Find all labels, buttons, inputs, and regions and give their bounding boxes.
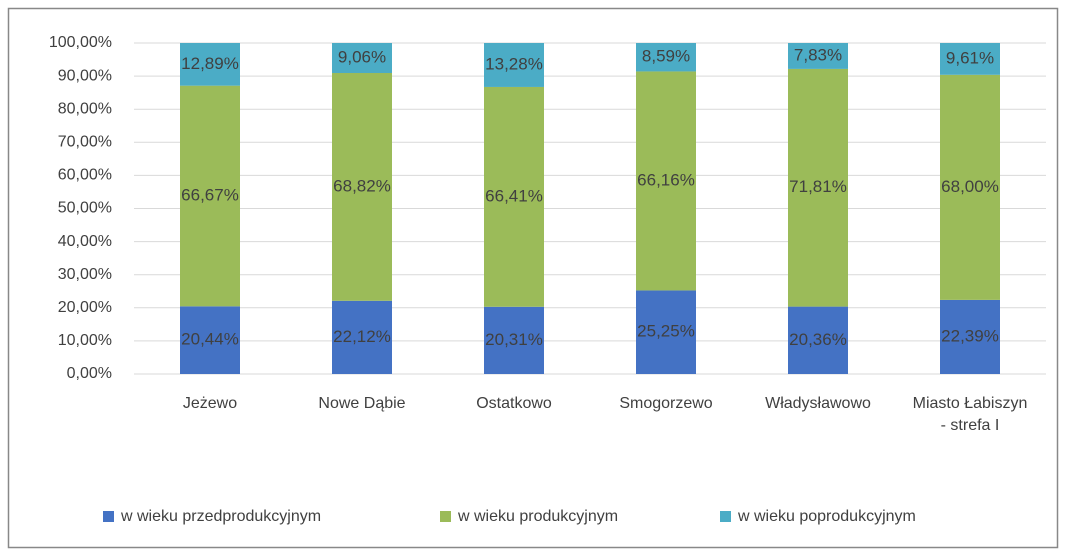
legend-marker <box>440 511 451 522</box>
legend-label: w wieku poprodukcyjnym <box>737 508 916 525</box>
data-label: 22,39% <box>941 326 999 345</box>
bar-segment <box>332 43 392 73</box>
bar-segment <box>180 43 240 86</box>
bar-segment <box>484 306 544 374</box>
data-label: 12,89% <box>181 54 239 73</box>
legend-marker <box>103 511 114 522</box>
bar-segment <box>940 299 1000 374</box>
x-tick-label: Jeżewo <box>182 395 238 412</box>
data-label: 68,00% <box>941 177 999 196</box>
bar-segment <box>788 306 848 374</box>
y-tick-label: 80,00% <box>58 100 112 117</box>
x-tick-label: Ostatkowo <box>476 395 552 412</box>
legend-label: w wieku przedprodukcyjnym <box>120 508 321 525</box>
y-tick-label: 100,00% <box>49 34 112 51</box>
data-label: 9,61% <box>946 48 994 67</box>
bar-segment <box>636 71 696 291</box>
data-label: 66,41% <box>485 186 543 205</box>
legend-label: w wieku produkcyjnym <box>457 508 618 525</box>
data-label: 25,25% <box>637 322 695 341</box>
data-label: 7,83% <box>794 45 842 64</box>
bar-segment <box>332 72 392 301</box>
data-label: 66,67% <box>181 185 239 204</box>
y-tick-label: 20,00% <box>58 299 112 316</box>
legend-marker <box>720 511 731 522</box>
bar-segment <box>788 68 848 307</box>
data-label: 9,06% <box>338 47 386 66</box>
bar-segment <box>180 306 240 374</box>
x-tick-label: Miasto Łabiszyn - strefa I <box>912 395 1028 434</box>
bar-segment <box>180 85 240 307</box>
data-label: 20,31% <box>485 330 543 349</box>
y-tick-label: 90,00% <box>58 67 112 84</box>
y-tick-label: 0,00% <box>67 365 112 382</box>
y-tick-label: 40,00% <box>58 233 112 250</box>
bar-segment <box>788 43 848 69</box>
bar-segment <box>636 43 696 72</box>
x-tick-label: Smogorzewo <box>619 395 713 412</box>
data-label: 68,82% <box>333 176 391 195</box>
y-tick-label: 70,00% <box>58 134 112 151</box>
bar-segment <box>636 290 696 374</box>
data-label: 13,28% <box>485 54 543 73</box>
y-tick-label: 30,00% <box>58 266 112 283</box>
data-label: 20,44% <box>181 330 239 349</box>
bar-segment <box>484 86 544 307</box>
bar-segment <box>484 43 544 87</box>
bar-segment <box>940 43 1000 75</box>
data-label: 71,81% <box>789 177 847 196</box>
y-tick-label: 10,00% <box>58 332 112 349</box>
data-label: 8,59% <box>642 47 690 66</box>
bar-segment <box>940 74 1000 300</box>
x-tick-label: Władysławowo <box>765 395 871 412</box>
y-tick-label: 50,00% <box>58 200 112 217</box>
data-label: 20,36% <box>789 330 847 349</box>
data-label: 22,12% <box>333 327 391 346</box>
x-tick-label: Nowe Dąbie <box>318 395 406 412</box>
data-label: 66,16% <box>637 170 695 189</box>
y-tick-label: 60,00% <box>58 167 112 184</box>
bar-segment <box>332 300 392 374</box>
